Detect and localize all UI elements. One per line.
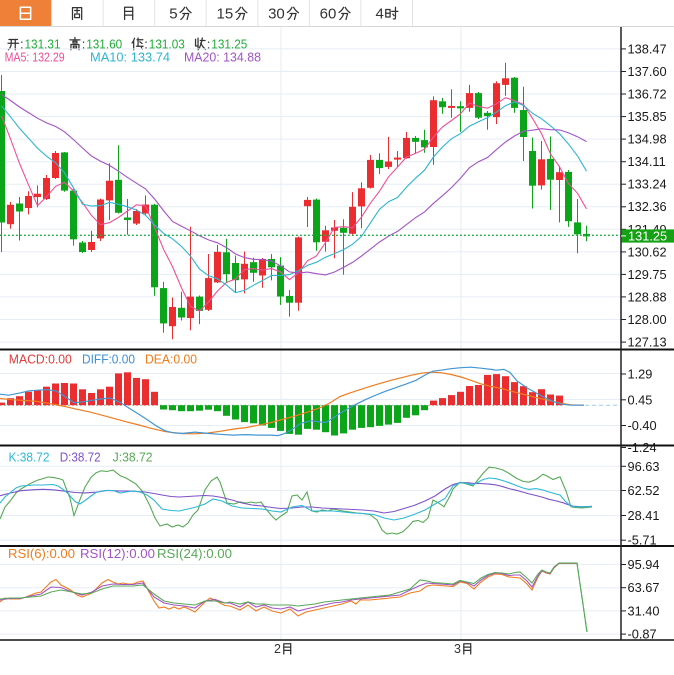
svg-text:135.85: 135.85 bbox=[628, 109, 667, 124]
svg-text:MA20: 134.88: MA20: 134.88 bbox=[184, 50, 261, 65]
svg-text:96.63: 96.63 bbox=[628, 459, 660, 474]
svg-text:3: 3 bbox=[454, 642, 461, 656]
svg-text:138.47: 138.47 bbox=[628, 41, 667, 56]
svg-text:RSI(6):0.00: RSI(6):0.00 bbox=[8, 546, 75, 561]
svg-text:DEA:0.00: DEA:0.00 bbox=[145, 352, 197, 367]
svg-text:D:38.72: D:38.72 bbox=[60, 450, 101, 465]
svg-text:-0.40: -0.40 bbox=[628, 418, 657, 433]
svg-text:134.11: 134.11 bbox=[628, 154, 666, 169]
svg-text:132.36: 132.36 bbox=[628, 199, 667, 214]
svg-text:1.29: 1.29 bbox=[628, 367, 653, 382]
svg-text:DIFF:0.00: DIFF:0.00 bbox=[82, 352, 135, 367]
svg-text:K:38.72: K:38.72 bbox=[9, 450, 50, 465]
svg-text:133.24: 133.24 bbox=[628, 177, 667, 192]
svg-text:5: 5 bbox=[169, 6, 177, 23]
svg-text:60: 60 bbox=[320, 6, 337, 23]
svg-text:62.52: 62.52 bbox=[628, 483, 660, 498]
svg-text:95.94: 95.94 bbox=[628, 557, 660, 572]
svg-text:128.88: 128.88 bbox=[628, 289, 667, 304]
svg-text:134.98: 134.98 bbox=[628, 132, 667, 147]
svg-text:MA5: 132.29: MA5: 132.29 bbox=[5, 50, 65, 65]
svg-text:136.72: 136.72 bbox=[628, 87, 667, 102]
svg-text:131.25: 131.25 bbox=[628, 229, 667, 244]
svg-text:137.60: 137.60 bbox=[628, 64, 667, 79]
svg-text:-0.87: -0.87 bbox=[628, 627, 657, 642]
svg-text:2: 2 bbox=[274, 642, 281, 656]
svg-text:15: 15 bbox=[217, 6, 234, 23]
svg-text:127.13: 127.13 bbox=[628, 335, 667, 350]
svg-text:63.67: 63.67 bbox=[628, 580, 660, 595]
svg-text:MA10: 133.74: MA10: 133.74 bbox=[90, 50, 170, 65]
svg-text:31.40: 31.40 bbox=[628, 603, 660, 618]
svg-text:128.00: 128.00 bbox=[628, 312, 667, 327]
svg-text:J:38.72: J:38.72 bbox=[113, 450, 153, 465]
svg-text:RSI(24):0.00: RSI(24):0.00 bbox=[157, 546, 232, 561]
svg-text:-5.71: -5.71 bbox=[628, 533, 657, 548]
svg-text:30: 30 bbox=[268, 6, 285, 23]
svg-text:28.41: 28.41 bbox=[628, 508, 660, 523]
svg-text:MACD:0.00: MACD:0.00 bbox=[9, 352, 72, 367]
svg-text:RSI(12):0.00: RSI(12):0.00 bbox=[80, 546, 155, 561]
svg-text:0.45: 0.45 bbox=[628, 392, 653, 407]
svg-text:129.75: 129.75 bbox=[628, 267, 667, 282]
svg-text:130.62: 130.62 bbox=[628, 244, 667, 259]
svg-text:-1.24: -1.24 bbox=[628, 440, 657, 455]
svg-text:4: 4 bbox=[375, 6, 383, 23]
